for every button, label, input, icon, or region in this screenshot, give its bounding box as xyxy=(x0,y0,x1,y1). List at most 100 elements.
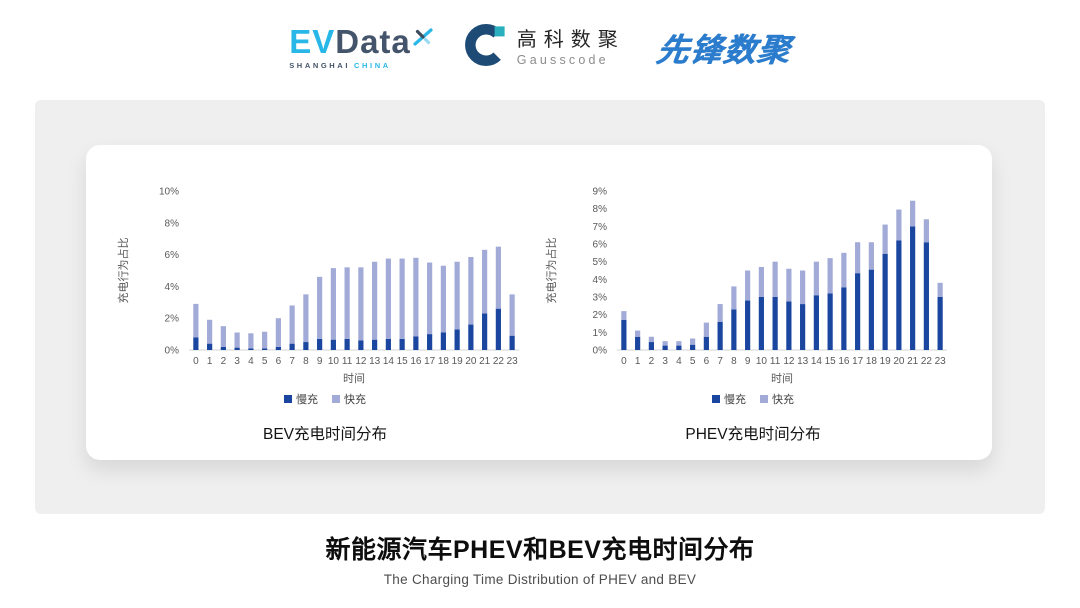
evdata-tagline: SHANGHAI CHINA xyxy=(289,62,391,70)
bar-segment xyxy=(234,332,240,348)
bar-segment xyxy=(385,338,391,350)
x-tick-label: 14 xyxy=(383,356,395,367)
bar-segment xyxy=(289,305,295,344)
x-tick-label: 13 xyxy=(797,356,809,367)
gausscode-g-icon xyxy=(464,24,507,71)
x-tick-label: 0 xyxy=(621,356,627,367)
bar-segment xyxy=(690,344,696,350)
bar-segment xyxy=(813,295,819,350)
bar-segment xyxy=(648,342,654,350)
bar-segment xyxy=(662,345,668,350)
bar-segment xyxy=(923,242,929,350)
bar-segment xyxy=(330,268,336,340)
evdata-ev-text: EV xyxy=(289,23,336,61)
bar-segment xyxy=(813,261,819,296)
x-tick-label: 10 xyxy=(328,356,340,367)
evdata-tagline-china: CHINA xyxy=(354,61,391,71)
bar-segment xyxy=(344,338,350,350)
evdata-data-text: Data xyxy=(335,23,411,61)
x-tick-label: 4 xyxy=(248,356,254,367)
y-tick-label: 1% xyxy=(593,328,608,339)
evdata-wordmark: EV Data xyxy=(289,25,433,58)
bar-segment xyxy=(703,336,709,350)
bar-segment xyxy=(827,258,833,294)
bar-segment xyxy=(303,294,309,343)
bar-segment xyxy=(317,276,323,339)
x-tick-label: 11 xyxy=(342,356,353,367)
y-axis-title: 充电行为占比 xyxy=(116,238,130,304)
x-tick-label: 12 xyxy=(355,356,367,367)
x-tick-label: 9 xyxy=(317,356,323,367)
bar-segment xyxy=(745,270,751,301)
x-tick-label: 14 xyxy=(811,356,823,367)
evdata-logo: EV Data SHANGHAI CHINA xyxy=(289,25,433,70)
bar-segment xyxy=(220,326,226,347)
bar-segment xyxy=(262,331,268,349)
bar-segment xyxy=(193,337,199,350)
bar-segment xyxy=(923,219,929,243)
phev-chart-title: PHEV充电时间分布 xyxy=(685,426,821,443)
legend-swatch xyxy=(332,395,340,403)
x-tick-label: 3 xyxy=(234,356,240,367)
bar-segment xyxy=(910,226,916,350)
y-tick-label: 2% xyxy=(165,314,180,325)
bar-segment xyxy=(482,249,488,314)
x-tick-label: 1 xyxy=(207,356,213,367)
x-tick-label: 5 xyxy=(262,356,268,367)
bar-segment xyxy=(910,200,916,227)
bar-segment xyxy=(896,240,902,350)
bar-segment xyxy=(427,334,433,350)
caption: 新能源汽车PHEV和BEV充电时间分布 The Charging Time Di… xyxy=(0,530,1080,587)
y-tick-label: 3% xyxy=(593,293,608,304)
bar-segment xyxy=(717,304,723,322)
bar-segment xyxy=(937,297,943,350)
bar-segment xyxy=(841,287,847,350)
chart-panel: 0% 2% 4% 6% 8% 10% 充电行为占比 0 1 2 3 4 5 6 7 8 9 10 11 12 13 14 1… xyxy=(35,100,1045,514)
bar-segment xyxy=(731,309,737,350)
bar-segment xyxy=(440,265,446,333)
bar-segment xyxy=(635,336,641,350)
y-tick-label: 4% xyxy=(165,282,180,293)
bar-segment xyxy=(317,338,323,350)
legend-item: 快充 xyxy=(332,391,366,407)
legend-item: 慢充 xyxy=(712,391,746,407)
chart-card: 0% 2% 4% 6% 8% 10% 充电行为占比 0 1 2 3 4 5 6 7 8 9 10 11 12 13 14 1… xyxy=(86,145,992,460)
x-tick-label: 16 xyxy=(838,356,850,367)
bev-chart-legend: 慢充 快充 xyxy=(284,391,366,407)
bar-segment xyxy=(495,246,501,309)
y-tick-label: 2% xyxy=(593,310,608,321)
bar-segment xyxy=(454,329,460,350)
bar-segment xyxy=(635,330,641,337)
bar-segment xyxy=(896,209,902,241)
x-tick-label: 2 xyxy=(649,356,655,367)
bar-segment xyxy=(289,343,295,350)
bar-segment xyxy=(786,301,792,350)
bar-segment xyxy=(275,346,281,350)
phev-chart-block: 0% 1% 2% 3% 4% 5% 6% 7% 8% 9% 充电行为占比 0 1 2 3 4 5 6 7 8 9 10 11… xyxy=(539,145,967,460)
bar-segment xyxy=(482,313,488,350)
gausscode-text: 高科数聚 Gausscode xyxy=(517,29,625,67)
legend-label: 慢充 xyxy=(296,394,318,406)
x-tick-label: 15 xyxy=(397,356,409,367)
legend-label: 慢充 xyxy=(724,394,746,406)
y-tick-label: 10% xyxy=(159,187,179,198)
bar-segment xyxy=(193,303,199,338)
x-tick-label: 0 xyxy=(193,356,199,367)
x-tick-label: 21 xyxy=(479,356,491,367)
bar-segment xyxy=(621,311,627,320)
bar-segment xyxy=(248,333,254,349)
x-tick-label: 19 xyxy=(880,356,892,367)
phev-chart-legend: 慢充 快充 xyxy=(712,391,794,407)
bar-segment xyxy=(690,338,696,345)
y-tick-label: 6% xyxy=(593,240,608,251)
legend-swatch xyxy=(284,395,292,403)
bar-segment xyxy=(385,258,391,339)
pioneer-data-logo: 先锋数聚 xyxy=(653,31,794,68)
x-tick-label: 7 xyxy=(289,356,295,367)
x-tick-label: 15 xyxy=(825,356,837,367)
bar-segment xyxy=(262,348,268,350)
y-tick-label: 0% xyxy=(593,346,608,357)
bar-segment xyxy=(207,343,213,350)
bar-segment xyxy=(772,297,778,350)
